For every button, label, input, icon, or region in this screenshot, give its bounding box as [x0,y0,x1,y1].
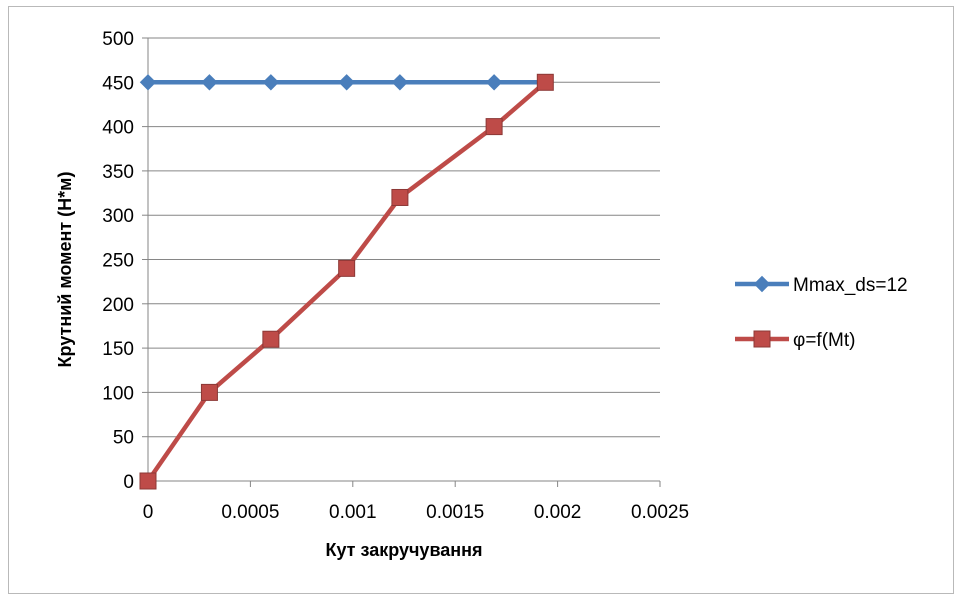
y-tick-label-50: 50 [113,428,134,449]
y-tick-labels: 0 50 100 150 200 250 300 350 400 450 500 [102,29,134,493]
x-tick-label-1: 0.0005 [221,502,279,523]
y-tick-label-0: 0 [123,472,134,493]
y-tick-label-500: 500 [102,29,134,50]
data-point-1-2 [262,330,280,348]
legend-marker-0 [753,275,771,293]
chart-svg: 0 50 100 150 200 250 300 350 400 450 500 0 0.0005 0.… [55,29,908,560]
data-point-0-4 [391,74,409,91]
x-tick-labels: 0 0.0005 0.001 0.0015 0.002 0.0025 [143,502,689,523]
x-tick-label-4: 0.002 [534,502,582,523]
legend-label-1: φ=f(Mt) [793,330,855,351]
y-axis-title: Крутний момент (Н*м) [55,172,75,368]
data-point-0-2 [262,74,280,91]
x-axis-title: Кут закручування [325,540,482,560]
data-point-0-3 [338,74,355,91]
y-tick-label-350: 350 [102,162,134,183]
y-tick-label-150: 150 [102,339,134,360]
series-1 [139,73,554,490]
y-tick-label-400: 400 [102,118,134,139]
series-line-1 [145,80,548,484]
data-point-1-5 [485,118,503,136]
series-0 [139,74,554,91]
y-tick-label-300: 300 [102,206,134,227]
data-point-1-3 [338,259,356,277]
data-point-0-1 [201,74,218,91]
data-point-1-6 [536,73,554,91]
x-tick-label-3: 0.0015 [426,502,484,523]
legend-marker-1 [753,330,771,348]
x-tick-label-2: 0.001 [329,502,377,523]
y-tick-label-450: 450 [102,73,134,94]
y-tick-label-100: 100 [102,383,134,404]
legend-item-0: Mmax_ds=12 [735,275,908,296]
x-tick-label-0: 0 [143,502,154,523]
legend: Mmax_ds=12 φ=f(Mt) [735,275,908,351]
series [139,73,554,490]
data-point-1-1 [200,383,218,401]
y-tick-label-250: 250 [102,251,134,272]
data-point-1-0 [139,472,157,490]
legend-label-0: Mmax_ds=12 [793,275,908,296]
data-point-0-5 [485,74,503,91]
data-point-0-0 [139,74,157,91]
x-tick-label-5: 0.0025 [631,502,689,523]
data-point-1-4 [391,188,409,206]
chart-frame: 0 50 100 150 200 250 300 350 400 450 500 0 0.0005 0.… [8,6,954,594]
legend-item-1: φ=f(Mt) [735,330,855,351]
y-tick-label-200: 200 [102,295,134,316]
axes [142,37,661,487]
